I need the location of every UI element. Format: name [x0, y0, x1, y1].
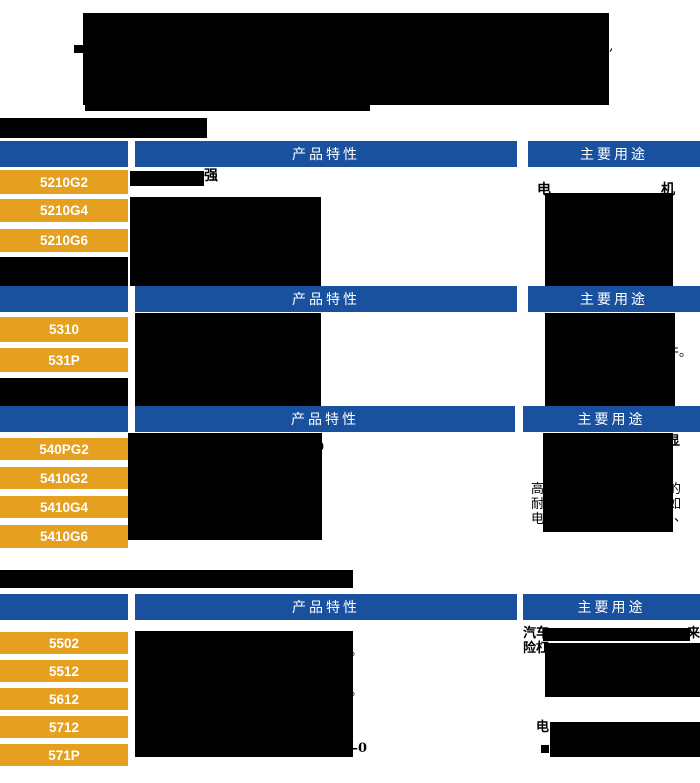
use-text-fragment: 高: [531, 482, 545, 497]
product-code: 540PG2: [39, 441, 89, 457]
redacted-use-block: [545, 313, 675, 406]
product-code: 5612: [48, 691, 80, 707]
feature-text-fragment: 。: [350, 644, 364, 659]
section2-use-header-label: 主要用途: [580, 292, 648, 308]
redacted-use-block: [543, 433, 673, 532]
product-code: 5502: [48, 635, 80, 651]
redacted-feature-block: [128, 433, 322, 540]
feature-text-fragment: 。: [350, 684, 364, 699]
section4-feature-header: 产品特性: [135, 594, 517, 620]
product-cell: 5612: [0, 688, 128, 710]
product-cell: 5210G6: [0, 229, 128, 252]
use-text-fragment: 电: [536, 720, 550, 735]
section1-grade-header: [0, 141, 128, 167]
redacted-feature-line: [130, 171, 204, 186]
product-code: 5410G4: [39, 499, 89, 515]
redacted-product-cell: [0, 257, 128, 286]
redacted-use-line: [543, 628, 690, 641]
use-text-fragment: 汽车: [523, 626, 550, 641]
product-code: 5210G4: [39, 203, 89, 218]
product-cell: 5410G4: [0, 496, 128, 518]
product-cell: 5210G2: [0, 170, 128, 194]
section4-grade-header: [0, 594, 128, 620]
use-text-fragment-mark: [541, 745, 549, 753]
product-code: 5310: [48, 322, 80, 337]
product-cell: 540PG2: [0, 438, 128, 460]
section4-feature-header-label: 产品特性: [292, 600, 360, 616]
redacted-use-block: [550, 722, 700, 757]
section1-feature-header: 产品特性: [135, 141, 517, 167]
product-cell: 5502: [0, 632, 128, 654]
section2-grade-header: [0, 286, 128, 312]
feature-text-fragment: 强: [204, 168, 218, 184]
product-code: 5512: [48, 663, 80, 679]
section3-use-header: 主要用途: [523, 406, 700, 432]
product-code: 5210G6: [39, 233, 89, 248]
title-text-fragment: [74, 45, 83, 53]
redacted-title-block: [83, 13, 609, 105]
use-text-fragment: 来: [687, 626, 700, 641]
redacted-section4-label: [0, 570, 353, 588]
redacted-feature-block: [130, 197, 321, 286]
use-text-fragment: 、: [674, 510, 688, 525]
use-text-fragment: 险杠: [523, 641, 550, 656]
product-cell: 531P: [0, 348, 128, 372]
product-code: 5210G2: [39, 174, 89, 190]
product-cell: 5310: [0, 317, 128, 342]
section2-feature-header: 产品特性: [135, 286, 517, 312]
product-cell: 5210G4: [0, 199, 128, 222]
product-cell: 5512: [0, 660, 128, 682]
section1-use-header: 主要用途: [528, 141, 700, 167]
redacted-use-block: [545, 643, 700, 697]
product-code: 5712: [48, 719, 80, 735]
product-code: 571P: [48, 747, 80, 763]
section2-use-header: 主要用途: [528, 286, 700, 312]
product-code: 5410G2: [39, 470, 89, 486]
redacted-product-cell: [0, 378, 128, 406]
section3-grade-header: [0, 406, 128, 432]
section4-use-header: 主要用途: [523, 594, 700, 620]
section4-use-header-label: 主要用途: [577, 600, 646, 616]
redacted-feature-block: [135, 631, 353, 757]
redacted-feature-block: [135, 313, 321, 406]
product-cell: 5712: [0, 716, 128, 738]
section3-feature-header-label: 产品特性: [291, 412, 359, 428]
product-cell: 5410G6: [0, 525, 128, 548]
section1-feature-header-label: 产品特性: [292, 147, 360, 163]
title-comma-fragment: ,: [609, 38, 614, 54]
use-text-fragment: 耐: [531, 497, 545, 512]
section1-use-header-label: 主要用途: [580, 147, 648, 163]
product-code: 531P: [48, 352, 80, 368]
product-cell: 5410G2: [0, 467, 128, 489]
redacted-section1-label: [0, 118, 207, 138]
section2-feature-header-label: 产品特性: [292, 292, 360, 308]
redacted-title-block-bottom: [85, 105, 370, 111]
use-text-fragment: 电: [531, 512, 545, 527]
product-cell: 571P: [0, 744, 128, 766]
section3-use-header-label: 主要用途: [577, 412, 646, 428]
section3-feature-header: 产品特性: [135, 406, 515, 432]
product-code: 5410G6: [39, 529, 89, 544]
redacted-use-block: [545, 193, 673, 286]
